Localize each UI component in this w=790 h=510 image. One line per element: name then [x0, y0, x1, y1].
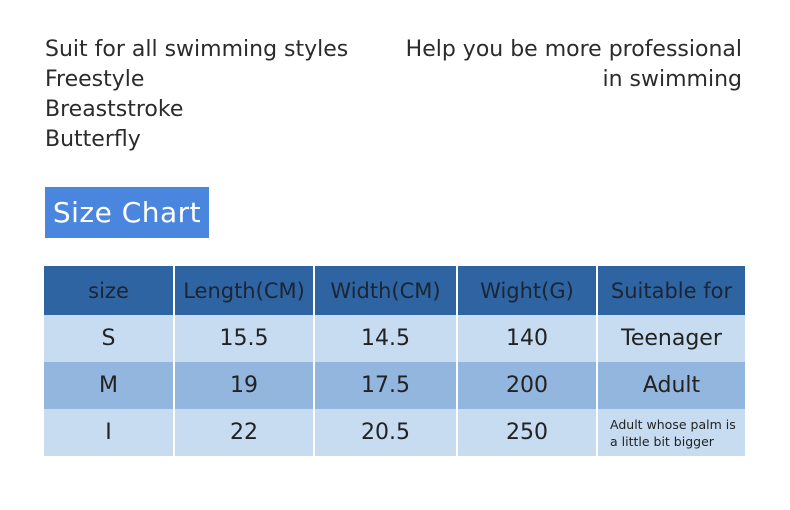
header-length: Length(CM): [173, 266, 314, 315]
header-suitable-for: Suitable for: [596, 266, 745, 315]
cell-length: 15.5: [173, 315, 314, 362]
styles-intro-line: Suit for all swimming styles: [45, 37, 349, 62]
cell-weight: 250: [456, 409, 597, 456]
cell-width: 14.5: [313, 315, 457, 362]
table-row: M 19 17.5 200 Adult: [44, 362, 745, 409]
style-freestyle: Freestyle: [45, 67, 145, 92]
cell-length: 19: [173, 362, 314, 409]
header-weight: Wight(G): [456, 266, 597, 315]
professional-tagline: Help you be more professional in swimmin…: [406, 35, 742, 95]
cell-suitable-for: Teenager: [596, 315, 745, 362]
table-header-row: size Length(CM) Width(CM) Wight(G) Suita…: [44, 266, 745, 315]
suitable-note-text: Adult whose palm is a little bit bigger: [610, 416, 736, 449]
size-table: size Length(CM) Width(CM) Wight(G) Suita…: [44, 266, 745, 456]
cell-size: S: [44, 315, 174, 362]
swimming-styles-list: Suit for all swimming styles Freestyle B…: [45, 35, 348, 155]
tagline-line-1: Help you be more professional: [405, 37, 742, 62]
cell-suitable-for: Adult whose palm is a little bit bigger: [596, 409, 745, 456]
cell-suitable-for: Adult: [596, 362, 745, 409]
header-width: Width(CM): [313, 266, 457, 315]
cell-width: 20.5: [313, 409, 457, 456]
cell-length: 22: [173, 409, 314, 456]
header-size: size: [44, 266, 174, 315]
cell-weight: 200: [456, 362, 597, 409]
style-butterfly: Butterfly: [45, 127, 141, 152]
style-breaststroke: Breaststroke: [45, 97, 184, 122]
table-row: I 22 20.5 250 Adult whose palm is a litt…: [44, 409, 745, 456]
tagline-line-2: in swimming: [602, 67, 743, 92]
cell-size: M: [44, 362, 174, 409]
cell-width: 17.5: [313, 362, 457, 409]
cell-weight: 140: [456, 315, 597, 362]
cell-size: I: [44, 409, 174, 456]
size-chart-heading: Size Chart: [45, 187, 209, 238]
table-row: S 15.5 14.5 140 Teenager: [44, 315, 745, 362]
